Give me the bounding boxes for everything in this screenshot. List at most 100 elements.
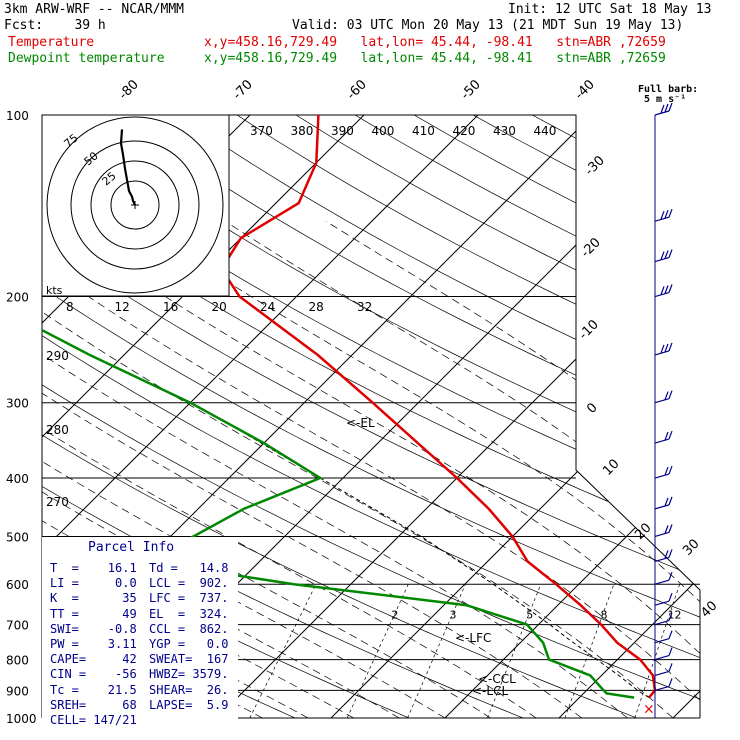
parcel-info-left-value: PW = 3.11 xyxy=(50,637,137,651)
wind-barb-flag xyxy=(668,524,673,533)
wind-barb-flag xyxy=(664,431,669,441)
wind-barb-flag xyxy=(668,592,673,602)
isotherm-line xyxy=(42,115,365,718)
mixing-ratio-line xyxy=(727,584,740,718)
dry-adiabat xyxy=(42,115,700,718)
parcel-info-left-value: K = 35 xyxy=(50,591,137,606)
wind-barb-flag xyxy=(668,284,673,293)
isotherm-label: 20 xyxy=(632,521,654,543)
isotherm-label: 40 xyxy=(698,599,720,621)
wind-barb-staff xyxy=(654,504,670,510)
dry-adiabat xyxy=(354,115,700,718)
isotherm-label: -80 xyxy=(116,77,142,103)
hodo-speed-label: 28 xyxy=(309,300,324,314)
hodograph-ring xyxy=(46,116,224,294)
annotation-lfc: <-LFC xyxy=(455,631,491,645)
wind-barb-staff xyxy=(654,670,670,677)
mixing-ratio-line xyxy=(407,584,466,718)
wind-barb-flag xyxy=(660,286,665,295)
wind-barb xyxy=(654,630,673,644)
pressure-tick-label: 400 xyxy=(6,472,29,486)
parcel-info-right-value: EL = 324. xyxy=(149,606,229,621)
barb-legend-line1: Full barb: xyxy=(638,84,699,95)
wind-barb xyxy=(654,612,673,626)
valid-time: Valid: 03 UTC Mon 20 May 13 (21 MDT Sun … xyxy=(292,18,684,33)
wind-barb-flag xyxy=(668,249,673,258)
theta-label: 410 xyxy=(412,124,435,138)
wind-barb-flag xyxy=(660,251,665,260)
wind-barb-flag xyxy=(664,285,669,294)
mixing-ratio-line xyxy=(249,584,317,718)
wind-barb-staff xyxy=(654,556,670,563)
barb-legend-line2: 5 m s⁻¹ xyxy=(644,94,687,105)
isotherm-line xyxy=(558,115,700,718)
annotation-lcl: <-LCL xyxy=(472,684,508,698)
dry-adiabat xyxy=(42,115,700,718)
dry-adiabat xyxy=(118,115,700,718)
hodograph-trace xyxy=(119,129,136,206)
wind-barb xyxy=(654,342,673,356)
moist-adiabat xyxy=(54,220,700,718)
isotherm-label: 30 xyxy=(680,537,702,559)
wind-barb-staff xyxy=(654,291,670,298)
pressure-tick-label: 500 xyxy=(6,530,29,544)
wind-barb xyxy=(654,592,673,606)
dry-adiabat xyxy=(42,115,700,718)
wind-barb-flag xyxy=(668,496,673,506)
parcel-path-line xyxy=(226,422,650,699)
wind-barb-staff xyxy=(654,531,670,538)
theta-label: 420 xyxy=(453,124,476,138)
isotherm-line xyxy=(672,115,700,718)
wind-barb xyxy=(654,663,673,677)
dry-adiabat xyxy=(42,115,700,718)
isotherm-label: -30 xyxy=(582,153,608,179)
wind-barb-flag xyxy=(668,549,673,558)
parcel-info-left-value: LI = 0.0 xyxy=(50,576,137,591)
mixing-ratio-label: 2 xyxy=(391,609,398,622)
mixing-ratio-line xyxy=(346,584,409,718)
wind-barb-staff xyxy=(654,110,670,116)
wind-barb-staff xyxy=(654,685,670,691)
wind-barb-flag xyxy=(668,465,673,475)
wind-barb-staff xyxy=(654,216,670,222)
temperature-line xyxy=(220,115,657,699)
pressure-tick-label: 1000 xyxy=(6,712,37,726)
parcel-info-left-value: Tc = 21.5 xyxy=(50,682,137,697)
parcel-info-left-value: CAPE= 42 xyxy=(50,652,137,667)
wind-barb-flag xyxy=(664,497,669,507)
parcel-info-left-value: CIN = -56 xyxy=(50,667,137,682)
pressure-tick-label: 600 xyxy=(6,578,29,592)
theta-label: 440 xyxy=(534,124,557,138)
forecast-hour: Fcst: 39 h xyxy=(4,18,106,33)
wind-barb-flag xyxy=(668,663,673,672)
parcel-path xyxy=(226,422,650,699)
level-annotations: <-EL <-LFC <-CCL<-LCL xyxy=(346,416,516,698)
dewpoint-legend: Dewpoint temperature xyxy=(8,51,165,66)
theta-label: 370 xyxy=(250,124,273,138)
isotherm-line xyxy=(444,115,700,718)
parcel-info-right-value: CCL = 862. xyxy=(149,621,229,636)
dewpoint-location-info: x,y=458.16,729.49 lat,lon= 45.44, -98.41… xyxy=(204,51,666,66)
wind-barb-flag xyxy=(668,390,673,399)
parcel-info-right-value: SWEAT= 167 xyxy=(149,652,229,667)
mixing-ratio-label: 5 xyxy=(526,609,533,622)
wind-barb-staff xyxy=(654,638,670,644)
parcel-info-panel xyxy=(42,537,238,724)
wind-barb-flag xyxy=(668,647,673,656)
dry-adiabat xyxy=(532,115,700,718)
wind-barb-staff xyxy=(654,620,670,626)
isotherm-label: 10 xyxy=(600,457,622,479)
isotherm-label: -70 xyxy=(230,77,256,103)
hodo-speed-label: 24 xyxy=(260,300,275,314)
mixing-ratio-label: 3 xyxy=(449,609,456,622)
wind-barb-flag xyxy=(664,525,669,534)
parcel-info-right-value: YGP = 0.0 xyxy=(149,637,229,651)
wind-barb-flag xyxy=(660,104,665,114)
wind-barb-flag xyxy=(664,103,669,113)
hodo-speed-label: 32 xyxy=(357,300,372,314)
annotation-ccl: <-CCL xyxy=(478,672,516,686)
parcel-info-left-value: SREH= 68 xyxy=(50,697,137,712)
hodo-speed-label: 20 xyxy=(212,300,227,314)
wind-barb xyxy=(654,496,673,510)
wind-barb xyxy=(654,390,673,404)
